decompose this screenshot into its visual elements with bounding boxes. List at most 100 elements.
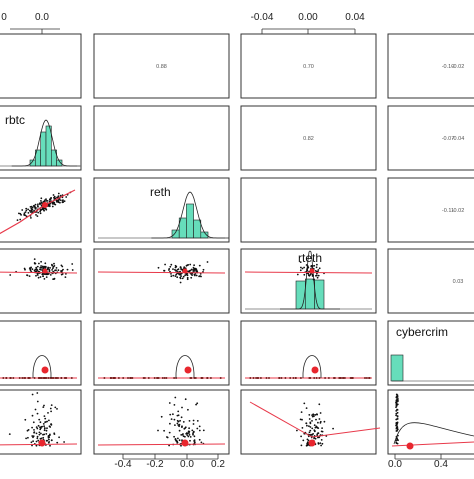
data-point	[54, 377, 57, 379]
data-point	[175, 273, 178, 276]
data-point	[33, 204, 35, 207]
data-point	[187, 435, 190, 438]
data-point	[198, 264, 201, 267]
data-point	[38, 418, 41, 421]
data-point	[296, 273, 299, 276]
data-point	[323, 420, 326, 423]
data-point	[188, 434, 191, 436]
data-point	[181, 426, 183, 428]
data-point	[316, 413, 318, 415]
data-point	[53, 196, 55, 199]
data-point	[396, 411, 399, 414]
data-point	[195, 274, 198, 277]
data-point	[177, 420, 180, 423]
data-point	[169, 265, 172, 268]
data-point	[24, 268, 26, 271]
data-point	[317, 443, 320, 445]
data-point	[309, 429, 312, 432]
scatter-r4-c1	[98, 355, 225, 379]
data-point	[31, 414, 34, 417]
mean-marker	[308, 439, 316, 447]
data-point	[196, 427, 199, 430]
data-point	[46, 427, 48, 430]
data-point	[193, 440, 196, 442]
data-point	[316, 263, 318, 266]
top-axis-col2-tick-label: -0.04	[251, 12, 274, 23]
data-point	[311, 273, 314, 276]
data-point	[200, 377, 203, 379]
data-point	[25, 207, 28, 210]
data-point	[43, 427, 46, 430]
data-point	[147, 377, 150, 379]
data-point	[29, 269, 32, 272]
diagonal-panel-1: reth	[98, 185, 229, 239]
data-point	[47, 204, 50, 207]
data-point	[178, 425, 181, 428]
data-point	[193, 268, 195, 271]
data-point	[168, 402, 171, 404]
scatter-r4-c2	[245, 355, 372, 379]
data-point	[296, 429, 298, 432]
panel-r3-c3	[387, 248, 474, 314]
data-point	[5, 377, 8, 379]
data-point	[41, 273, 44, 276]
data-point	[199, 275, 201, 277]
data-point	[31, 208, 34, 211]
data-point	[182, 275, 185, 278]
data-point	[319, 442, 322, 444]
data-point	[43, 433, 46, 436]
data-point	[45, 198, 47, 201]
data-point	[187, 270, 190, 273]
data-point	[300, 411, 303, 413]
fit-line	[0, 443, 78, 446]
data-point	[42, 275, 44, 277]
data-point	[188, 427, 191, 430]
data-point	[317, 270, 319, 273]
data-point	[315, 266, 318, 269]
data-point	[59, 201, 61, 204]
data-point	[189, 439, 191, 442]
data-point	[59, 199, 62, 202]
data-point	[396, 421, 399, 424]
data-point	[314, 414, 317, 416]
data-point	[327, 377, 330, 379]
data-point	[40, 197, 43, 200]
mean-marker	[181, 439, 189, 447]
data-point	[396, 409, 399, 411]
data-point	[50, 424, 53, 426]
data-point	[36, 435, 39, 438]
mean-marker	[309, 268, 315, 274]
data-point	[20, 214, 22, 216]
data-point	[43, 278, 46, 280]
data-point	[364, 377, 366, 379]
data-point	[188, 420, 191, 422]
data-point	[50, 410, 52, 413]
data-point	[173, 404, 176, 406]
data-point	[12, 377, 15, 379]
data-point	[39, 421, 42, 424]
data-point	[174, 264, 177, 267]
data-point	[198, 425, 201, 428]
data-point	[153, 377, 156, 379]
data-point	[66, 268, 69, 271]
fit-line	[97, 271, 226, 274]
data-point	[35, 214, 37, 216]
data-point	[39, 437, 42, 440]
data-point	[311, 414, 313, 416]
data-point	[36, 412, 39, 415]
data-point	[312, 413, 315, 416]
data-point	[40, 268, 42, 271]
data-point	[45, 433, 48, 435]
data-point	[395, 418, 398, 421]
data-point	[26, 429, 29, 432]
data-point	[61, 201, 64, 204]
data-point	[109, 377, 112, 379]
data-point	[35, 444, 38, 447]
data-point	[396, 429, 398, 432]
data-point	[35, 274, 37, 277]
data-point	[33, 431, 36, 433]
data-point	[313, 424, 316, 427]
data-point	[194, 273, 197, 275]
data-point	[195, 269, 198, 271]
